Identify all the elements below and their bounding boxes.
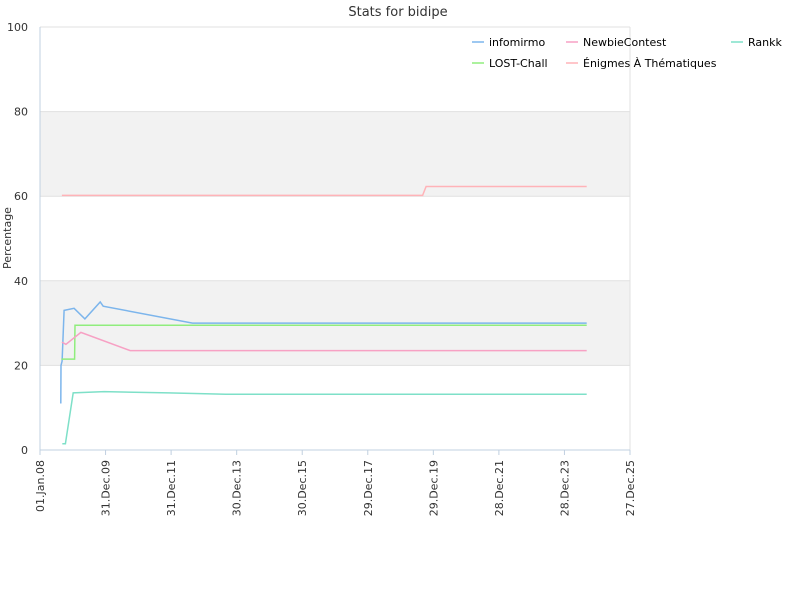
grid-lines [40, 26, 631, 451]
plot-band [40, 111, 630, 197]
x-tick-labels: 01.Jan.08 31.Dec.09 31.Dec.11 30.Dec.13 30.D… [34, 450, 637, 516]
legend-label: infomirmo [489, 36, 545, 49]
legend-label: LOST-Chall [489, 57, 548, 70]
x-tick-label: 01.Jan.08 [34, 460, 47, 512]
x-tick-label: 31.Dec.11 [165, 460, 178, 516]
y-tick-label: 100 [7, 21, 28, 34]
legend: infomirmo LOST-Chall NewbieContest Énigmes … [472, 36, 782, 70]
series-line [62, 390, 587, 445]
y-tick-label: 60 [14, 190, 28, 203]
y-tick-label: 80 [14, 106, 28, 119]
x-tick-label: 29.Dec.17 [362, 460, 375, 516]
legend-label: NewbieContest [583, 36, 667, 49]
y-tick-label: 40 [14, 275, 28, 288]
y-tick-label: 20 [14, 359, 28, 372]
x-tick-label: 27.Dec.25 [624, 460, 637, 516]
legend-label: Rankk [748, 36, 782, 49]
x-tick-label: 29.Dec.19 [427, 460, 440, 516]
series-line [61, 185, 587, 197]
y-axis-label: Percentage [1, 207, 14, 269]
series-line [61, 324, 587, 360]
x-tick-label: 30.Dec.15 [296, 460, 309, 516]
series-line [60, 300, 587, 404]
series-line [61, 331, 587, 352]
legend-label: Énigmes À Thématiques [583, 57, 717, 70]
y-tick-label: 0 [21, 444, 28, 457]
x-tick-label: 31.Dec.09 [100, 460, 113, 516]
chart-title: Stats for bidipe [348, 5, 447, 20]
x-tick-label: 28.Dec.21 [493, 460, 506, 516]
x-tick-label: 30.Dec.13 [231, 460, 244, 516]
x-tick-label: 28.Dec.23 [558, 460, 571, 516]
series-lines [60, 185, 587, 445]
plot-bands [40, 111, 630, 366]
y-tick-labels: 0 20 40 60 80 100 [7, 21, 28, 457]
